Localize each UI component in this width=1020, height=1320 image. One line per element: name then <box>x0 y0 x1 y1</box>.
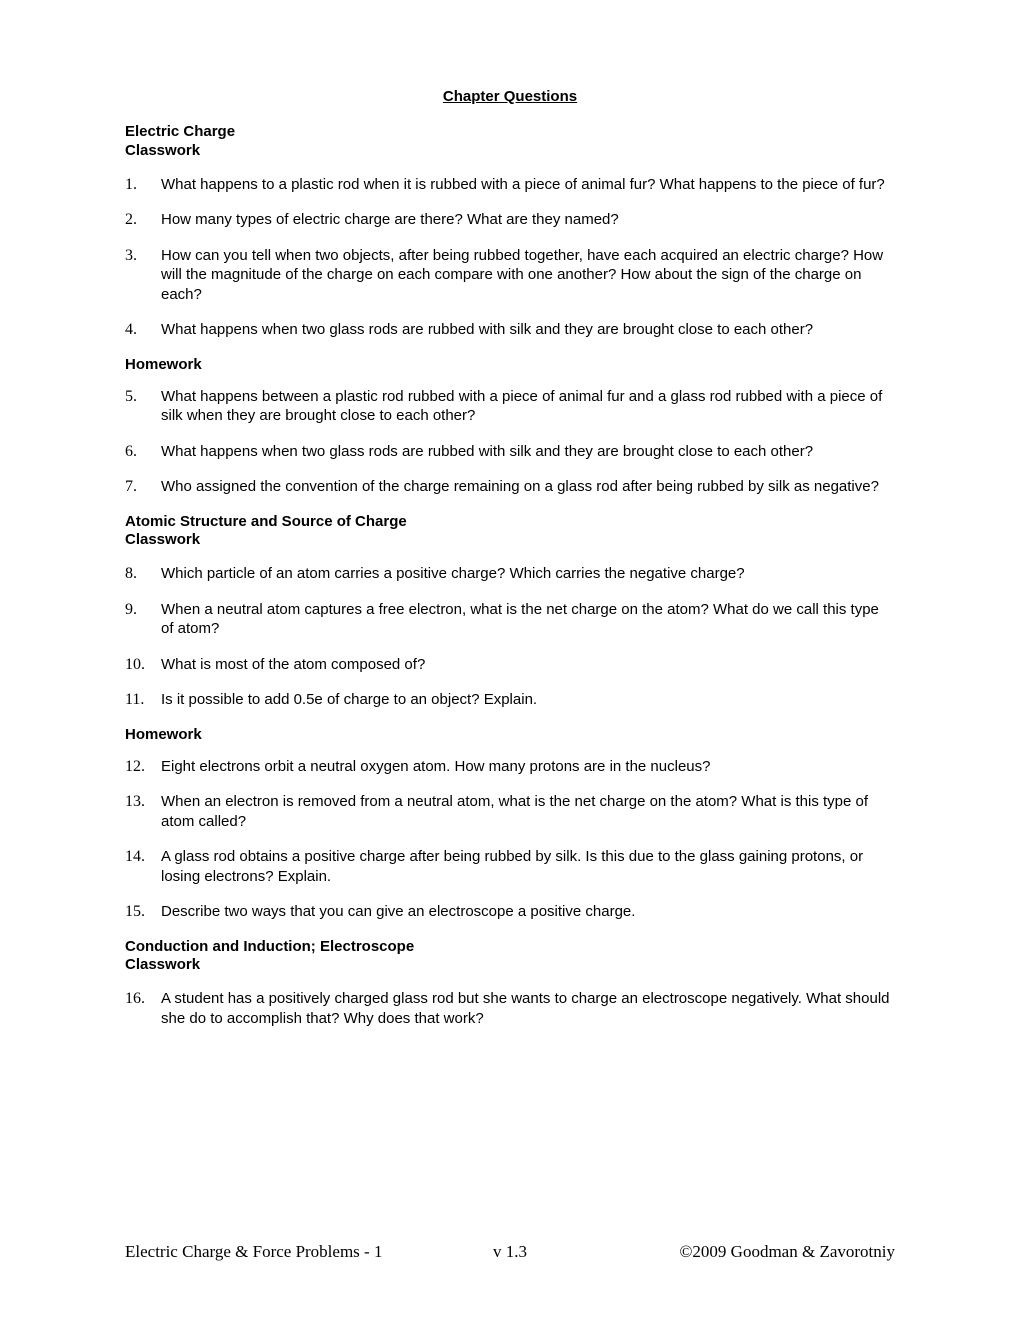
question-number: 5. <box>125 387 157 408</box>
question-text: How can you tell when two objects, after… <box>161 247 883 303</box>
part-label-homework: Homework <box>125 356 895 373</box>
question-number: 4. <box>125 320 157 341</box>
topic-label: Electric Charge <box>125 123 235 140</box>
question-item: 7.Who assigned the convention of the cha… <box>161 477 895 497</box>
topic-label: Atomic Structure and Source of Charge <box>125 513 407 530</box>
question-item: 5.What happens between a plastic rod rub… <box>161 387 895 426</box>
footer-right: ©2009 Goodman & Zavorotniy <box>680 1242 895 1262</box>
question-number: 7. <box>125 477 157 498</box>
question-number: 12. <box>125 757 157 778</box>
question-text: A glass rod obtains a positive charge af… <box>161 848 863 885</box>
section-header-atomic-structure: Atomic Structure and Source of Charge Cl… <box>125 513 895 551</box>
question-number: 15. <box>125 902 157 923</box>
question-item: 1.What happens to a plastic rod when it … <box>161 175 895 195</box>
question-number: 1. <box>125 175 157 196</box>
footer-left: Electric Charge & Force Problems - 1 <box>125 1242 382 1262</box>
page-footer: Electric Charge & Force Problems - 1 v 1… <box>125 1242 895 1262</box>
part-label-homework: Homework <box>125 726 895 743</box>
question-list: 12.Eight electrons orbit a neutral oxyge… <box>125 757 895 922</box>
question-list: 1.What happens to a plastic rod when it … <box>125 175 895 340</box>
question-text: When a neutral atom captures a free elec… <box>161 601 879 638</box>
question-item: 10.What is most of the atom composed of? <box>161 655 895 675</box>
question-number: 3. <box>125 246 157 267</box>
question-list: 5.What happens between a plastic rod rub… <box>125 387 895 497</box>
question-item: 3.How can you tell when two objects, aft… <box>161 246 895 305</box>
question-number: 10. <box>125 655 157 676</box>
question-text: What is most of the atom composed of? <box>161 656 425 673</box>
question-text: A student has a positively charged glass… <box>161 990 890 1027</box>
question-item: 6.What happens when two glass rods are r… <box>161 442 895 462</box>
question-list: 16.A student has a positively charged gl… <box>125 989 895 1028</box>
question-item: 8.Which particle of an atom carries a po… <box>161 564 895 584</box>
question-text: Is it possible to add 0.5e of charge to … <box>161 691 537 708</box>
question-number: 9. <box>125 600 157 621</box>
question-item: 2.How many types of electric charge are … <box>161 210 895 230</box>
question-item: 14.A glass rod obtains a positive charge… <box>161 847 895 886</box>
part-label: Classwork <box>125 956 200 973</box>
question-list: 8.Which particle of an atom carries a po… <box>125 564 895 710</box>
question-number: 11. <box>125 690 157 711</box>
page-content: Chapter Questions Electric Charge Classw… <box>0 0 1020 1028</box>
part-label: Classwork <box>125 142 200 159</box>
question-text: What happens between a plastic rod rubbe… <box>161 388 882 425</box>
section-header-conduction-induction: Conduction and Induction; Electroscope C… <box>125 938 895 976</box>
question-text: How many types of electric charge are th… <box>161 211 619 228</box>
question-number: 6. <box>125 442 157 463</box>
question-number: 13. <box>125 792 157 813</box>
topic-label: Conduction and Induction; Electroscope <box>125 938 414 955</box>
question-text: Eight electrons orbit a neutral oxygen a… <box>161 758 710 775</box>
question-item: 12.Eight electrons orbit a neutral oxyge… <box>161 757 895 777</box>
part-label: Classwork <box>125 531 200 548</box>
question-number: 8. <box>125 564 157 585</box>
question-item: 16.A student has a positively charged gl… <box>161 989 895 1028</box>
question-item: 13.When an electron is removed from a ne… <box>161 792 895 831</box>
question-item: 4.What happens when two glass rods are r… <box>161 320 895 340</box>
question-number: 16. <box>125 989 157 1010</box>
question-number: 14. <box>125 847 157 868</box>
question-item: 15.Describe two ways that you can give a… <box>161 902 895 922</box>
question-text: What happens to a plastic rod when it is… <box>161 176 885 193</box>
question-text: What happens when two glass rods are rub… <box>161 443 813 460</box>
question-text: Which particle of an atom carries a posi… <box>161 565 745 582</box>
question-text: What happens when two glass rods are rub… <box>161 321 813 338</box>
question-text: Describe two ways that you can give an e… <box>161 903 635 920</box>
question-item: 11.Is it possible to add 0.5e of charge … <box>161 690 895 710</box>
page-title: Chapter Questions <box>125 88 895 105</box>
question-text: Who assigned the convention of the charg… <box>161 478 879 495</box>
question-text: When an electron is removed from a neutr… <box>161 793 868 830</box>
question-number: 2. <box>125 210 157 231</box>
section-header-electric-charge: Electric Charge Classwork <box>125 123 895 161</box>
question-item: 9.When a neutral atom captures a free el… <box>161 600 895 639</box>
